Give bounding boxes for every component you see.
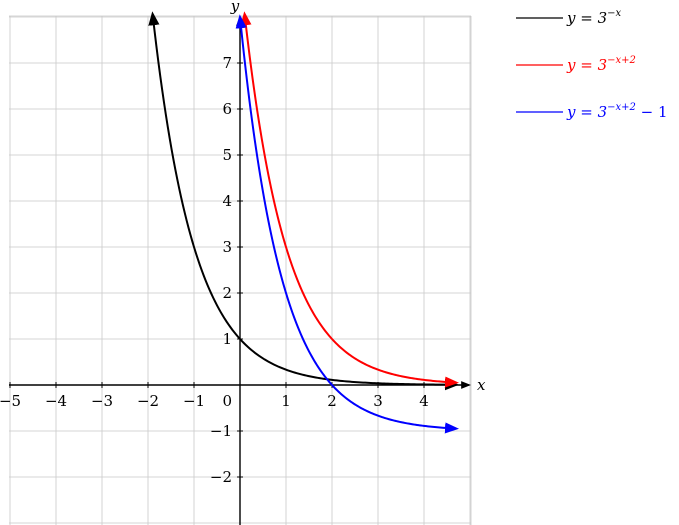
x-tick-label: −5 <box>0 392 21 410</box>
y-tick-label: 1 <box>222 330 232 348</box>
x-tick-label: −2 <box>137 392 159 410</box>
y-tick-label: 2 <box>222 284 232 302</box>
x-tick-label: 1 <box>281 392 291 410</box>
x-tick-label: −3 <box>91 392 113 410</box>
x-axis-label: x <box>477 376 486 394</box>
legend: y = 3−x y = 3−x+2 y = 3−x+2 − 1 <box>516 8 668 121</box>
x-tick-label: −4 <box>45 392 67 410</box>
x-tick-label: −1 <box>183 392 205 410</box>
y-tick-label: 3 <box>222 238 232 256</box>
y-axis-label: y <box>230 0 240 15</box>
legend-entry: y = 3−x+2 − 1 <box>566 102 668 121</box>
x-tick-label: 2 <box>327 392 337 410</box>
series-line <box>235 14 459 434</box>
x-tick-label: 4 <box>419 392 429 410</box>
series-line <box>148 11 459 391</box>
y-tick-label: 6 <box>222 100 232 118</box>
y-tick-label: 7 <box>222 54 232 72</box>
x-tick-label: 3 <box>373 392 383 410</box>
y-tick-label: 4 <box>222 192 232 210</box>
legend-entry: y = 3−x+2 <box>566 55 636 74</box>
y-tick-label: 5 <box>222 146 232 164</box>
series-line <box>240 11 459 388</box>
y-tick-label: −1 <box>210 422 232 440</box>
legend-entry: y = 3−x <box>566 8 622 27</box>
y-tick-label: −2 <box>210 468 232 486</box>
origin-label: 0 <box>222 392 232 410</box>
